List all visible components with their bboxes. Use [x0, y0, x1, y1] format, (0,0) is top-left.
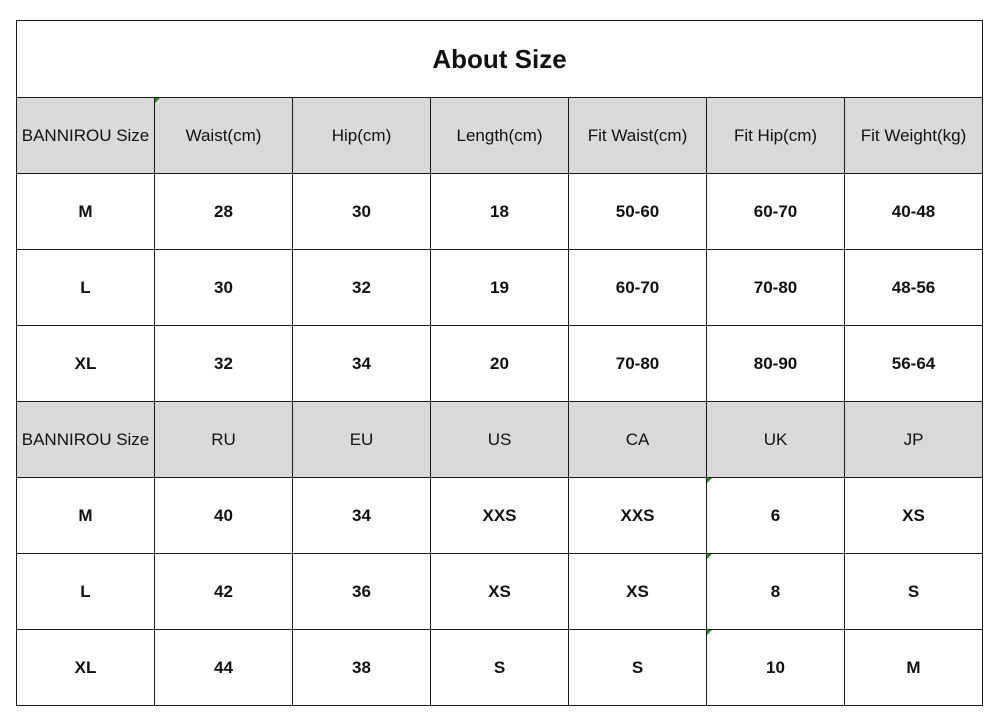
size-label-cell: XL [16, 629, 155, 706]
table-cell: 60-70 [706, 173, 845, 250]
size-chart-table: About Size BANNIROU Size Waist(cm) Hip(cm)… [16, 20, 983, 706]
column-header: BANNIROU Size [16, 401, 155, 478]
table-cell: 48-56 [844, 249, 983, 326]
table-cell: 28 [154, 173, 293, 250]
table-cell: M [844, 629, 983, 706]
table-cell: 6 [706, 477, 845, 554]
table-row: M 28 30 18 50-60 60-70 40-48 [16, 173, 983, 250]
table2-header-row: BANNIROU Size RU EU US CA UK JP [16, 401, 983, 478]
table-cell: 42 [154, 553, 293, 630]
column-header: Hip(cm) [292, 97, 431, 174]
size-label-cell: M [16, 477, 155, 554]
table-cell: 32 [154, 325, 293, 402]
table-cell: S [568, 629, 707, 706]
table-cell: 38 [292, 629, 431, 706]
table-title: About Size [16, 20, 983, 98]
table-cell: 70-80 [568, 325, 707, 402]
table-cell: XXS [568, 477, 707, 554]
column-header: BANNIROU Size [16, 97, 155, 174]
table-cell: 18 [430, 173, 569, 250]
table-cell: 40-48 [844, 173, 983, 250]
column-header: JP [844, 401, 983, 478]
table-cell: 50-60 [568, 173, 707, 250]
table-row: L 42 36 XS XS 8 S [16, 553, 983, 630]
table-cell: 60-70 [568, 249, 707, 326]
table-cell: 36 [292, 553, 431, 630]
column-header: Fit Hip(cm) [706, 97, 845, 174]
column-header: CA [568, 401, 707, 478]
size-label-cell: L [16, 553, 155, 630]
table-cell: 34 [292, 477, 431, 554]
size-label-cell: XL [16, 325, 155, 402]
table-cell: 30 [154, 249, 293, 326]
column-header: RU [154, 401, 293, 478]
size-label-cell: M [16, 173, 155, 250]
table-cell: XXS [430, 477, 569, 554]
table-cell: 70-80 [706, 249, 845, 326]
table-cell: 56-64 [844, 325, 983, 402]
table-cell: 19 [430, 249, 569, 326]
title-row: About Size [16, 20, 983, 98]
size-label-cell: L [16, 249, 155, 326]
table1-header-row: BANNIROU Size Waist(cm) Hip(cm) Length(cm) F… [16, 97, 983, 174]
table-cell: XS [844, 477, 983, 554]
column-header: Length(cm) [430, 97, 569, 174]
table-cell: 40 [154, 477, 293, 554]
column-header: Fit Weight(kg) [844, 97, 983, 174]
column-header: Waist(cm) [154, 97, 293, 174]
table-row: L 30 32 19 60-70 70-80 48-56 [16, 249, 983, 326]
table-cell: 44 [154, 629, 293, 706]
table-cell: 30 [292, 173, 431, 250]
table-row: M 40 34 XXS XXS 6 XS [16, 477, 983, 554]
table-row: XL 32 34 20 70-80 80-90 56-64 [16, 325, 983, 402]
table-cell: 10 [706, 629, 845, 706]
table-cell: S [844, 553, 983, 630]
table-cell: 34 [292, 325, 431, 402]
column-header: EU [292, 401, 431, 478]
table-cell: S [430, 629, 569, 706]
table-cell: XS [430, 553, 569, 630]
table-cell: 32 [292, 249, 431, 326]
table-cell: XS [568, 553, 707, 630]
column-header: UK [706, 401, 845, 478]
table-row: XL 44 38 S S 10 M [16, 629, 983, 706]
column-header: Fit Waist(cm) [568, 97, 707, 174]
table-cell: 8 [706, 553, 845, 630]
table-cell: 80-90 [706, 325, 845, 402]
column-header: US [430, 401, 569, 478]
table-cell: 20 [430, 325, 569, 402]
